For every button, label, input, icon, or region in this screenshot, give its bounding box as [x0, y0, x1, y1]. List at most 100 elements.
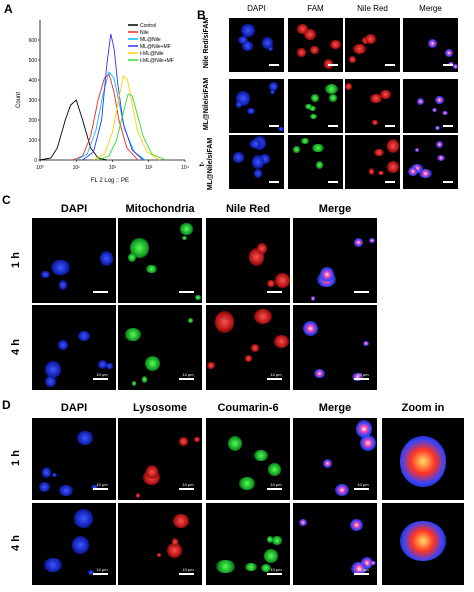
- scale-bar-label: 10 μm: [96, 567, 108, 573]
- cell-blob: [435, 126, 440, 130]
- cell-blob: [273, 335, 290, 349]
- panel-d-col-header: DAPI: [60, 402, 88, 414]
- cell-blob: [374, 149, 384, 157]
- cell-blob: [128, 253, 137, 263]
- panel-d-micrograph: 10 μm: [206, 503, 290, 585]
- y-tick-label: 400: [29, 78, 38, 84]
- cell-blob: [253, 449, 268, 462]
- cell-blob: [379, 89, 391, 99]
- cell-blob: [51, 260, 70, 275]
- panel-c-col-header: Mitochondria: [125, 203, 195, 215]
- chart-axes: 0 100 200 300 400 500 600 10⁰ 10¹ 10² 10³ 10⁴: [29, 20, 189, 171]
- panel-label-b: B: [197, 8, 206, 22]
- cell-blob: [353, 237, 364, 247]
- panel-label-a: A: [4, 2, 13, 16]
- cell-blob: [400, 436, 446, 487]
- scale-bar: [268, 180, 279, 183]
- cell-blob: [359, 434, 376, 451]
- cell-blob: [296, 48, 306, 57]
- cell-blob: [311, 94, 319, 102]
- cell-blob: [356, 419, 372, 439]
- cell-blob: [372, 119, 378, 125]
- panel-b-row-label: ML@Nile/siFAM: [203, 77, 210, 131]
- cell-blob: [73, 508, 93, 528]
- y-axis-label: Count: [16, 92, 22, 108]
- cell-blob: [445, 49, 453, 58]
- cell-blob: [156, 552, 162, 558]
- cell-blob: [305, 103, 312, 110]
- cell-blob: [77, 331, 91, 341]
- cell-blob: [277, 126, 284, 131]
- cell-blob: [106, 362, 113, 369]
- cell-blob: [124, 328, 142, 341]
- panel-c-micrograph: [32, 218, 116, 303]
- scale-bar-label: 10 μm: [96, 482, 108, 488]
- panel-d-micrograph: 10 μm: [293, 418, 377, 500]
- panel-label-c: C: [2, 193, 11, 207]
- cell-blob: [194, 295, 202, 300]
- panel-c-micrograph: [293, 218, 377, 303]
- cell-blob: [329, 94, 338, 102]
- scale-bar: [353, 573, 369, 576]
- cell-blob: [369, 94, 383, 104]
- cell-blob: [308, 105, 317, 112]
- cell-blob: [378, 171, 384, 176]
- scale-bar-label: 10 μm: [182, 482, 194, 488]
- scale-bar-label: 10 μm: [357, 371, 369, 377]
- cell-blob: [434, 96, 444, 104]
- scale-bar: [353, 488, 369, 491]
- panel-c-row-label: 4 h: [10, 338, 22, 355]
- scale-bar-label: 10 μm: [182, 567, 194, 573]
- scale-bar-label: 10 μm: [270, 482, 282, 488]
- cell-blob: [415, 147, 420, 152]
- scale-bar: [353, 290, 369, 293]
- cell-blob: [320, 267, 334, 282]
- scale-bar: [178, 573, 194, 576]
- series-line-3: [82, 33, 144, 161]
- chart-legend: ControlNileML@NileML@Nile+MFt-ML@Nilet-M…: [128, 23, 174, 64]
- panel-c-col-header: Merge: [318, 203, 352, 215]
- panel-b-micrograph: [229, 18, 284, 72]
- scale-bar: [442, 180, 453, 183]
- cell-blob: [302, 321, 318, 337]
- cell-blob: [441, 110, 448, 116]
- panel-c-micrograph: 10 μm: [293, 305, 377, 390]
- cell-blob: [325, 83, 339, 94]
- cell-blob: [268, 462, 281, 476]
- cell-blob: [310, 45, 319, 54]
- scale-bar: [92, 290, 108, 293]
- cell-blob: [427, 39, 438, 49]
- cell-blob: [135, 493, 140, 499]
- cell-blob: [59, 280, 68, 291]
- cell-blob: [400, 521, 446, 561]
- panel-label-d: D: [2, 398, 11, 412]
- series-line-0: [39, 99, 107, 161]
- legend-label: ML@Nile+MF: [140, 44, 171, 50]
- panel-c-col-header: DAPI: [60, 203, 88, 215]
- cell-blob: [431, 107, 437, 113]
- cell-blob: [312, 144, 324, 153]
- x-tick-label: 10¹: [73, 165, 81, 171]
- cell-blob: [436, 154, 446, 161]
- cell-blob: [59, 485, 73, 497]
- scale-bar: [92, 573, 108, 576]
- cell-blob: [310, 296, 315, 302]
- panel-c-micrograph: 10 μm: [206, 305, 290, 390]
- y-tick-label: 300: [29, 98, 38, 104]
- cell-blob: [193, 436, 200, 443]
- cell-blob: [275, 273, 290, 288]
- panel-d-row-label: 1 h: [10, 450, 22, 466]
- x-tick-label: 10⁰: [36, 165, 44, 171]
- cell-blob: [44, 360, 62, 378]
- cell-blob: [365, 33, 377, 45]
- cell-blob: [250, 344, 259, 352]
- legend-label: ML@Nile: [140, 37, 161, 43]
- cell-blob: [227, 435, 242, 451]
- cell-blob: [181, 235, 188, 241]
- cell-blob: [41, 467, 52, 479]
- panel-d-micrograph: 10 μm: [118, 418, 202, 500]
- cell-blob: [313, 368, 325, 379]
- cell-blob: [45, 375, 56, 387]
- cell-blob: [178, 437, 189, 446]
- cell-blob: [334, 483, 350, 496]
